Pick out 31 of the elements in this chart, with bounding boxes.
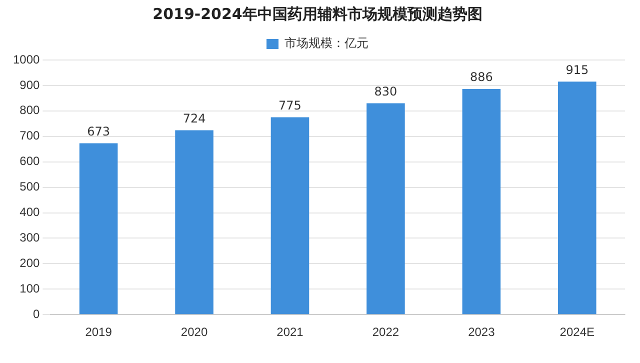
data-label: 915 — [566, 62, 589, 77]
y-tick-label: 700 — [20, 128, 40, 143]
bar — [462, 89, 501, 314]
data-label: 886 — [470, 70, 493, 84]
x-tick-label: 2021 — [276, 325, 304, 340]
y-tick-label: 100 — [20, 281, 40, 296]
y-tick-label: 300 — [20, 230, 40, 245]
bar — [558, 82, 596, 314]
y-tick-label: 400 — [20, 205, 40, 220]
y-tick-label: 600 — [20, 154, 40, 168]
data-label: 724 — [182, 111, 206, 126]
x-tick-label: 2019 — [85, 325, 112, 340]
data-label: 775 — [278, 98, 302, 112]
bar — [79, 143, 118, 314]
y-tick-label: 800 — [20, 103, 40, 118]
bar — [175, 130, 214, 314]
legend-label: 市场规模：亿元 — [284, 36, 368, 50]
y-tick-label: 500 — [20, 180, 40, 194]
y-tick-label: 0 — [33, 306, 40, 321]
x-tick-label: 2023 — [468, 325, 496, 340]
chart-title: 2019-2024年中国药用辅料市场规模预测趋势图 — [152, 4, 482, 23]
bar — [270, 117, 310, 314]
x-tick-label: 2020 — [180, 325, 208, 340]
data-label: 673 — [87, 124, 110, 138]
x-tick-label: 2022 — [372, 325, 400, 340]
bar — [366, 103, 405, 314]
data-label: 830 — [374, 84, 398, 98]
y-tick-label: 900 — [20, 78, 40, 92]
y-tick-label: 200 — [20, 256, 40, 270]
x-tick-label: 2024E — [560, 325, 594, 340]
y-tick-label: 1000 — [12, 52, 40, 66]
